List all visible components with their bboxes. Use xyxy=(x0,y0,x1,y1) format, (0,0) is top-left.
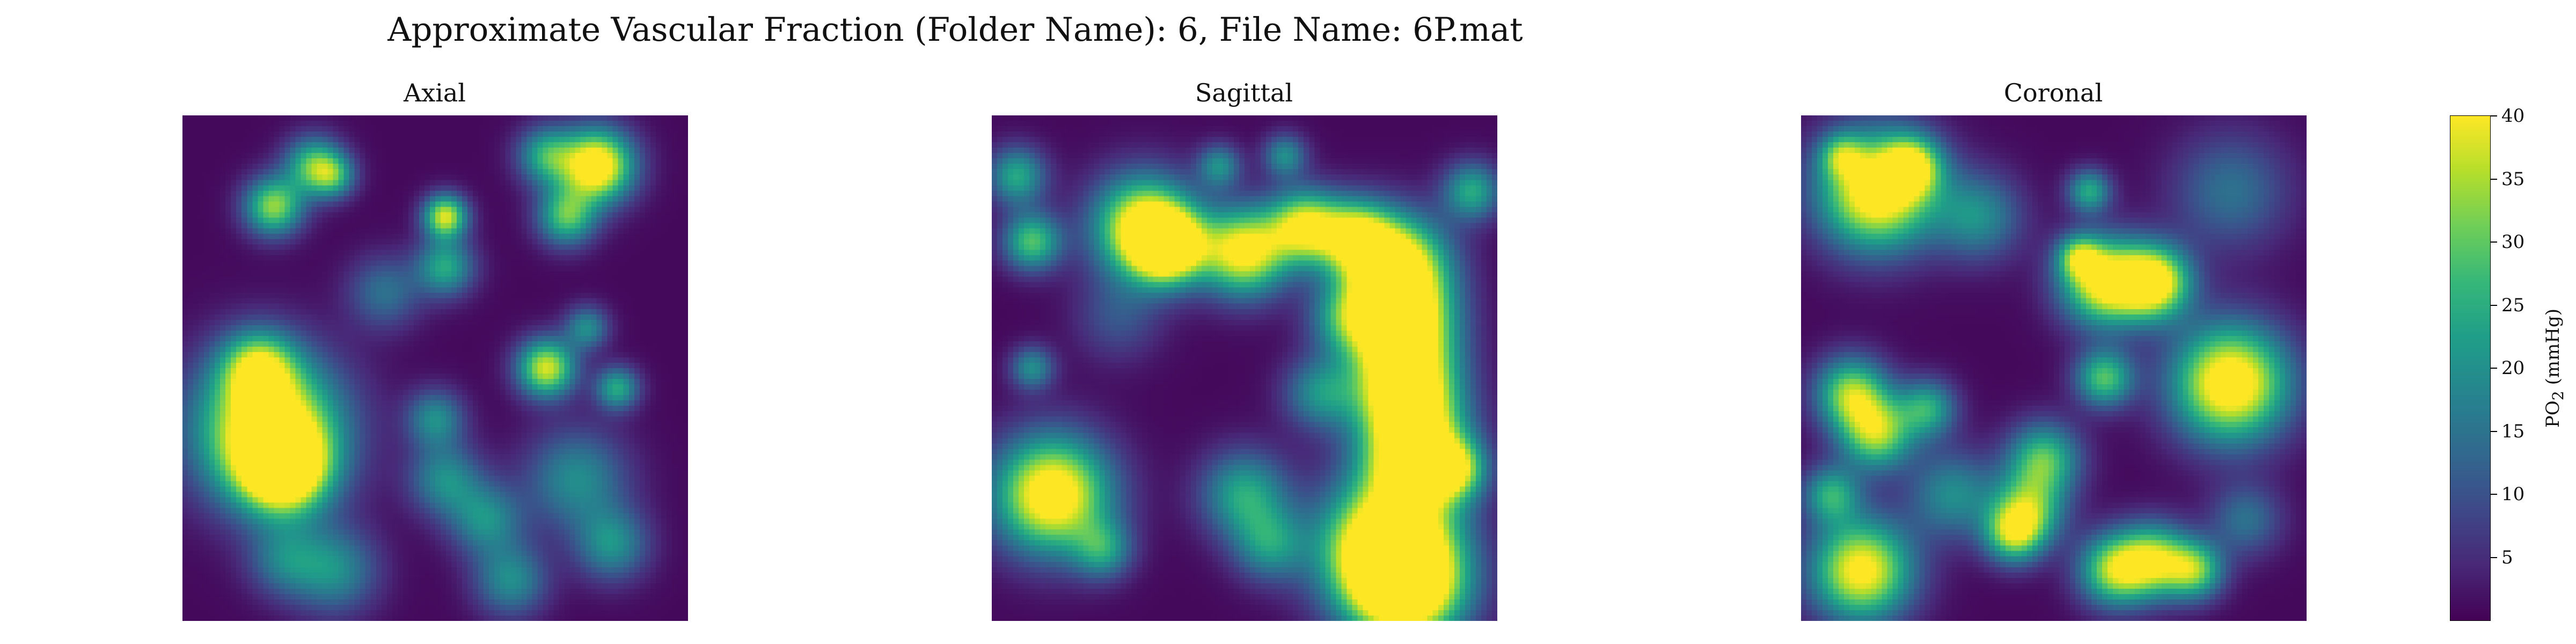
colorbar-tick xyxy=(2491,304,2497,306)
colorbar-tick-label: 10 xyxy=(2501,484,2525,505)
colorbar-tick-label: 25 xyxy=(2501,294,2525,316)
colorbar-label-main: PO xyxy=(2542,400,2564,428)
panel-title-sagittal: Sagittal xyxy=(1195,78,1293,107)
heatmap-axial xyxy=(182,115,688,621)
panel-title-coronal: Coronal xyxy=(2003,78,2103,107)
colorbar-tick xyxy=(2491,494,2497,495)
colorbar-tick xyxy=(2491,178,2497,180)
colorbar-tick-label: 35 xyxy=(2501,168,2525,190)
colorbar-tick xyxy=(2491,557,2497,558)
colorbar-label-sub: 2 xyxy=(2549,391,2567,401)
heatmap-sagittal xyxy=(992,115,1497,621)
colorbar-tick-label: 5 xyxy=(2501,546,2513,568)
colorbar-tick-label: 40 xyxy=(2501,105,2525,127)
colorbar-gradient xyxy=(2450,115,2491,621)
heatmap-sagittal-canvas xyxy=(992,115,1497,621)
heatmap-coronal-canvas xyxy=(1801,115,2307,621)
colorbar-tick-label: 15 xyxy=(2501,420,2525,442)
colorbar-label: PO2 (mmHg) xyxy=(2542,309,2567,428)
colorbar-tick xyxy=(2491,115,2497,116)
panel-title-axial: Axial xyxy=(403,78,466,107)
heatmap-coronal xyxy=(1801,115,2307,621)
colorbar-tick xyxy=(2491,430,2497,432)
colorbar: 5 10 15 20 25 30 35 40 xyxy=(2450,107,2524,621)
colorbar-tick-label: 30 xyxy=(2501,231,2525,253)
heatmap-axial-canvas xyxy=(182,115,688,621)
figure-title: Approximate Vascular Fraction (Folder Na… xyxy=(387,11,1523,49)
colorbar-tick xyxy=(2491,241,2497,243)
colorbar-tick xyxy=(2491,368,2497,369)
colorbar-tick-label: 20 xyxy=(2501,357,2525,379)
colorbar-label-unit: (mmHg) xyxy=(2542,308,2564,385)
